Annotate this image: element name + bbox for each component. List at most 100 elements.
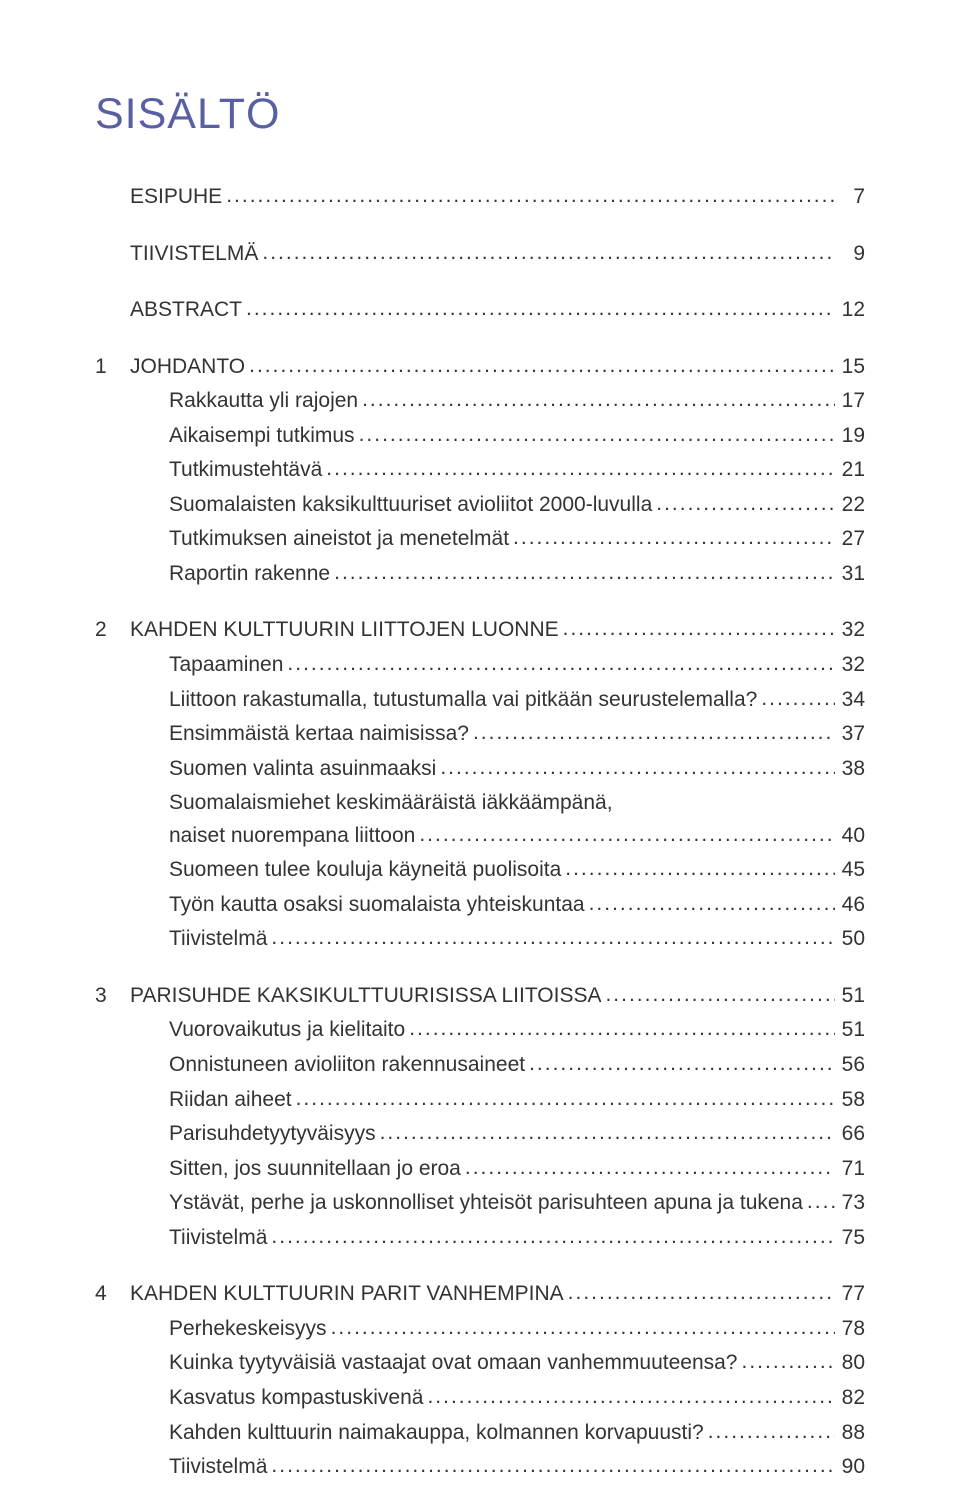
toc-subentry: naiset nuorempana liittoon40 [95, 820, 865, 853]
toc-leader [358, 384, 835, 417]
toc-leader [415, 819, 835, 852]
toc-page: 80 [835, 1347, 865, 1380]
toc-subentry: Tapaaminen32 [95, 649, 865, 682]
toc-leader [757, 683, 835, 716]
toc-page: 32 [835, 614, 865, 647]
toc-subentry: Suomen valinta asuinmaaksi38 [95, 753, 865, 786]
toc-label: JOHDANTO [130, 351, 245, 384]
toc-page: 71 [835, 1153, 865, 1186]
toc-label: ESIPUHE [130, 181, 222, 214]
chapter-number: 4 [95, 1278, 130, 1311]
toc-label: Riidan aiheet [169, 1084, 292, 1117]
toc-label: Onnistuneen avioliiton rakennusaineet [169, 1049, 525, 1082]
toc-page: 58 [835, 1084, 865, 1117]
toc-leader [242, 293, 835, 326]
toc-page: 51 [835, 980, 865, 1013]
toc-leader [561, 853, 835, 886]
toc-label: Kahden kulttuurin naimakauppa, kolmannen… [169, 1417, 704, 1450]
toc-subentry: Tiivistelmä90 [95, 1451, 865, 1484]
toc-subentry-line1: Suomalaismiehet keskimääräistä iäkkäämpä… [95, 787, 865, 820]
toc-leader [355, 419, 835, 452]
toc-page: 31 [835, 558, 865, 591]
toc-subentry: Raportin rakenne31 [95, 558, 865, 591]
toc-subentry: Onnistuneen avioliiton rakennusaineet 56 [95, 1049, 865, 1082]
toc-leader [327, 1312, 835, 1345]
toc-page: 17 [835, 385, 865, 418]
toc-page: 15 [835, 351, 865, 384]
toc-subentry: Kasvatus kompastuskivenä82 [95, 1382, 865, 1415]
toc-page: 27 [835, 523, 865, 556]
toc-subentry: Riidan aiheet 58 [95, 1084, 865, 1117]
toc-leader [322, 453, 835, 486]
toc-label: KAHDEN KULTTUURIN LIITTOJEN LUONNE [130, 614, 559, 647]
toc-leader [704, 1416, 835, 1449]
toc-page: 78 [835, 1313, 865, 1346]
toc-label: Tutkimuksen aineistot ja menetelmät [169, 523, 509, 556]
toc-subentry: Kuinka tyytyväisiä vastaajat ovat omaan … [95, 1347, 865, 1380]
toc-subentry: Työn kautta osaksi suomalaista yhteiskun… [95, 889, 865, 922]
toc-leader [258, 237, 835, 270]
toc-subentry: Ensimmäistä kertaa naimisissa?37 [95, 718, 865, 751]
chapter-number: 1 [95, 351, 130, 384]
toc-section: 3PARISUHDE KAKSIKULTTUURISISSA LIITOISSA… [95, 980, 865, 1013]
toc-subentry: Tutkimustehtävä21 [95, 454, 865, 487]
toc-subentry: Perhekeskeisyys 78 [95, 1313, 865, 1346]
toc-section: 2KAHDEN KULTTUURIN LIITTOJEN LUONNE32 [95, 614, 865, 647]
toc-page: 77 [835, 1278, 865, 1311]
toc-leader [509, 522, 835, 555]
toc-label: Rakkautta yli rajojen [169, 385, 358, 418]
toc-label: Tiivistelmä [169, 923, 267, 956]
toc-subentry: Sitten, jos suunnitellaan jo eroa 71 [95, 1153, 865, 1186]
toc-label: Ystävät, perhe ja uskonnolliset yhteisöt… [169, 1187, 803, 1220]
toc-label: Kasvatus kompastuskivenä [169, 1382, 423, 1415]
toc-section: ESIPUHE7 [95, 181, 865, 214]
chapter-number: 3 [95, 980, 130, 1013]
toc-page: 12 [835, 294, 865, 327]
toc-page: 40 [835, 820, 865, 853]
toc-label: Työn kautta osaksi suomalaista yhteiskun… [169, 889, 585, 922]
toc-leader [461, 1152, 835, 1185]
toc-subentry: Ystävät, perhe ja uskonnolliset yhteisöt… [95, 1187, 865, 1220]
toc-leader [330, 557, 835, 590]
toc-subentry: Tutkimuksen aineistot ja menetelmät 27 [95, 523, 865, 556]
toc-subentry: Aikaisempi tutkimus 19 [95, 420, 865, 453]
toc-page: 34 [835, 684, 865, 717]
toc-page: 73 [835, 1187, 865, 1220]
toc-page: 90 [835, 1451, 865, 1484]
table-of-contents: ESIPUHE7TIIVISTELMÄ9ABSTRACT121JOHDANTO1… [95, 181, 865, 1484]
toc-leader [652, 488, 835, 521]
toc-page: 56 [835, 1049, 865, 1082]
toc-subentry: Parisuhdetyytyväisyys 66 [95, 1118, 865, 1151]
toc-subentry: Liittoon rakastumalla, tutustumalla vai … [95, 684, 865, 717]
toc-subentry: Vuorovaikutus ja kielitaito51 [95, 1014, 865, 1047]
toc-page: 51 [835, 1014, 865, 1047]
toc-page: 50 [835, 923, 865, 956]
toc-leader [525, 1048, 835, 1081]
toc-leader [292, 1083, 835, 1116]
toc-label: Perhekeskeisyys [169, 1313, 327, 1346]
toc-section: 4KAHDEN KULTTUURIN PARIT VANHEMPINA77 [95, 1278, 865, 1311]
toc-leader [436, 752, 835, 785]
toc-page: 66 [835, 1118, 865, 1151]
toc-subentry: Suomalaisten kaksikulttuuriset avioliito… [95, 489, 865, 522]
toc-section: ABSTRACT12 [95, 294, 865, 327]
toc-subentry: Suomeen tulee kouluja käyneitä puolisoit… [95, 854, 865, 887]
toc-label: Sitten, jos suunnitellaan jo eroa [169, 1153, 461, 1186]
toc-leader [222, 180, 835, 213]
toc-label: Parisuhdetyytyväisyys [169, 1118, 376, 1151]
toc-page: 45 [835, 854, 865, 887]
toc-leader [245, 350, 835, 383]
page-title: SISÄLTÖ [95, 90, 865, 139]
toc-page: 38 [835, 753, 865, 786]
toc-leader [585, 888, 835, 921]
toc-label: Ensimmäistä kertaa naimisissa? [169, 718, 469, 751]
toc-leader [376, 1117, 835, 1150]
toc-label: Suomeen tulee kouluja käyneitä puolisoit… [169, 854, 561, 887]
toc-leader [267, 1221, 835, 1254]
toc-label: Aikaisempi tutkimus [169, 420, 355, 453]
toc-page: 19 [835, 420, 865, 453]
toc-label: TIIVISTELMÄ [130, 238, 258, 271]
toc-leader [283, 648, 835, 681]
toc-subentry: Tiivistelmä75 [95, 1222, 865, 1255]
toc-page: 22 [835, 489, 865, 522]
